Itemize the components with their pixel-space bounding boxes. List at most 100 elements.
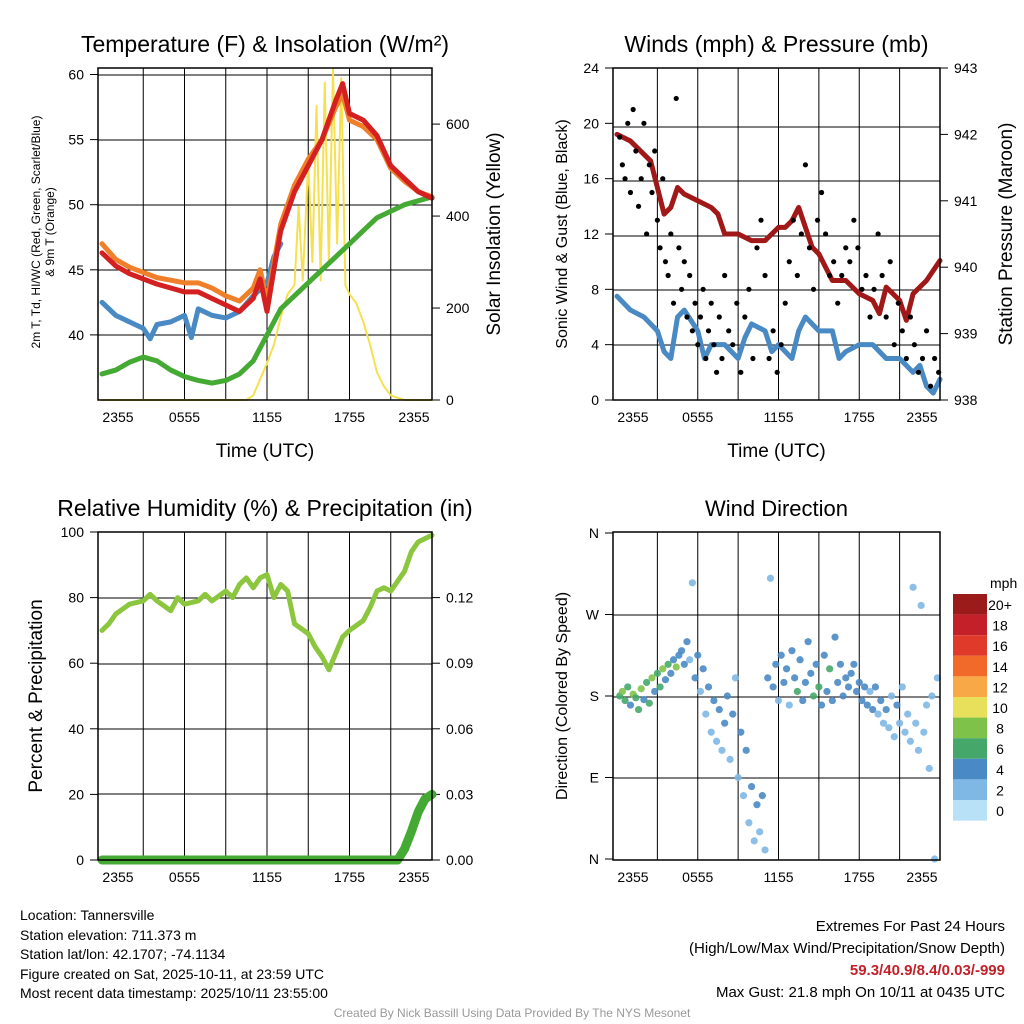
x-tick-label: 2355	[906, 409, 937, 425]
y2-tick-label: 0.00	[446, 852, 473, 868]
direction-point	[656, 683, 664, 691]
gust-point	[810, 286, 817, 292]
direction-point	[866, 687, 874, 696]
gust-point	[831, 259, 837, 265]
direction-point	[836, 660, 845, 668]
y2-tick-label: 941	[954, 193, 978, 209]
direction-point	[737, 728, 745, 736]
y-tick-label: 0	[591, 392, 599, 408]
extremes-values: 59.3/40.9/8.4/0.03/-999	[849, 962, 1005, 979]
direction-point	[769, 683, 777, 691]
x-tick-label: 1155	[252, 869, 282, 885]
direction-point	[686, 656, 694, 664]
direction-point	[807, 669, 815, 677]
gust-point	[839, 272, 845, 279]
x-tick-label: 1155	[763, 869, 793, 885]
y-tick-label: 55	[68, 132, 84, 148]
x-tick-label: 0555	[682, 869, 713, 885]
gust-point	[703, 355, 709, 362]
direction-point	[761, 846, 769, 854]
legend-label: 16	[992, 638, 1008, 654]
gust-point	[806, 245, 813, 251]
direction-point	[914, 746, 923, 754]
direction-point	[788, 647, 796, 655]
direction-point	[645, 699, 653, 707]
direction-point	[637, 685, 645, 693]
series-rh	[99, 532, 435, 673]
y-tick-label: 20	[68, 786, 84, 802]
gust-point	[719, 355, 725, 362]
direction-point	[707, 728, 715, 736]
direction-point	[672, 663, 680, 671]
gust-point	[770, 328, 776, 334]
legend-label: 4	[996, 762, 1004, 778]
y2-tick-label: 0.09	[446, 655, 473, 671]
direction-point	[882, 705, 890, 714]
y-tick-label: W	[586, 607, 600, 623]
direction-point	[766, 574, 775, 582]
gust-point	[681, 259, 687, 265]
direction-point	[871, 683, 880, 691]
y2-tick-label: 400	[446, 208, 470, 224]
gust-point	[619, 162, 625, 168]
gust-point	[726, 328, 732, 334]
direction-point	[715, 705, 723, 714]
created: Figure created on Sat, 2025-10-11, at 23…	[20, 965, 325, 982]
direction-point	[643, 678, 651, 687]
gust-point	[895, 300, 901, 306]
direction-point	[694, 651, 702, 659]
latlon: Station lat/lon: 42.1707; -74.1134	[20, 946, 226, 962]
series-sonic-wind	[614, 293, 943, 396]
direction-point	[782, 665, 791, 673]
x-tick-label: 1755	[844, 869, 875, 885]
y-tick-label: 8	[591, 281, 599, 297]
direction-point	[863, 701, 871, 709]
y-tick-label: 100	[61, 524, 85, 540]
direction-point	[879, 719, 888, 727]
y-tick-label: 40	[68, 327, 84, 343]
gust-point	[798, 231, 804, 237]
direction-point	[890, 733, 898, 741]
direction-point	[847, 669, 855, 677]
gust-point	[863, 272, 869, 279]
gust-point	[673, 95, 679, 102]
direction-point	[855, 678, 863, 687]
direction-point	[696, 687, 705, 696]
y-tick-label: S	[590, 688, 599, 704]
direction-point	[904, 710, 912, 718]
x-tick-label: 2355	[617, 869, 648, 885]
direction-point	[753, 801, 761, 809]
y-tick-label: 16	[583, 171, 599, 187]
y-tick-label: 60	[68, 67, 84, 83]
gust-point	[903, 355, 909, 362]
y2-tick-label: 0.12	[446, 590, 473, 606]
gust-point	[635, 203, 642, 209]
gust-point	[911, 342, 918, 348]
y2-tick-label: 942	[954, 126, 978, 142]
direction-point	[729, 710, 737, 718]
direction-point	[839, 692, 847, 700]
chart-title-2: Relative Humidity (%) & Precipitation (i…	[57, 495, 472, 521]
gust-point	[790, 217, 796, 223]
gust-point	[713, 369, 720, 375]
legend-swatch	[953, 717, 987, 739]
gust-point	[843, 245, 849, 251]
x-axis-label: Time (UTC)	[216, 441, 315, 462]
direction-point	[618, 687, 626, 696]
gust-point	[867, 314, 873, 320]
direction-point	[796, 656, 804, 664]
direction-point	[917, 601, 925, 610]
gust-point	[907, 314, 913, 320]
direction-point	[828, 696, 836, 705]
gust-point	[932, 355, 938, 362]
legend-label: 20+	[988, 597, 1012, 613]
direction-point	[920, 728, 928, 736]
gust-point	[633, 148, 639, 154]
gust-point	[708, 300, 714, 306]
gust-point	[855, 245, 861, 251]
direction-point	[742, 746, 750, 754]
plot-frame	[97, 531, 433, 861]
direction-point	[869, 705, 877, 714]
direction-point	[826, 665, 834, 673]
